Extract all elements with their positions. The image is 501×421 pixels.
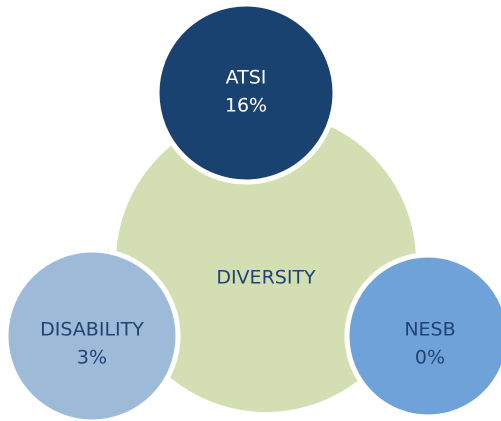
center-label: DIVERSITY [216, 267, 316, 289]
center-circle [116, 112, 416, 412]
node-label: NESB [404, 319, 455, 341]
node-circle [154, 1, 338, 185]
node-circle [344, 252, 501, 420]
node-label: ATSI [226, 67, 267, 89]
node-value: 3% [77, 347, 107, 369]
node-value: 0% [415, 347, 445, 369]
node-circle [3, 247, 181, 421]
node-label: DISABILITY [40, 319, 144, 341]
node-value: 16% [225, 95, 267, 117]
